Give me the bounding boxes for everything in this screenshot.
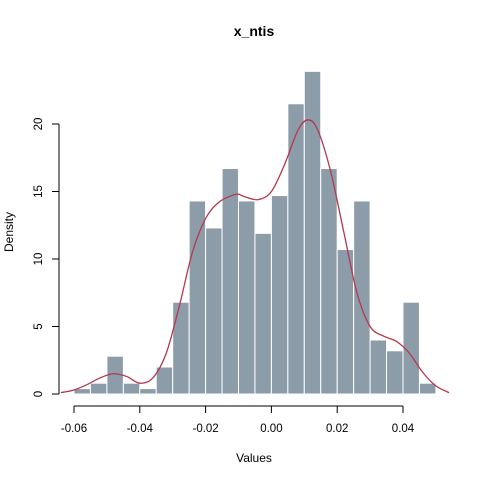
y-tick-label: 0 [33, 391, 45, 397]
histogram-bar-6 [172, 301, 190, 395]
histogram-bar-8 [205, 227, 223, 395]
x-tick-label: 0.02 [326, 423, 348, 435]
x-tick-label: 0.00 [260, 423, 282, 435]
density-curve [60, 119, 450, 394]
y-tick-label: 5 [33, 323, 45, 329]
y-tick-label: 20 [33, 118, 45, 131]
histogram-bar-16 [336, 249, 355, 395]
histogram-bar-17 [353, 200, 371, 395]
histogram-bar-9 [221, 168, 240, 395]
y-tick-label: 10 [33, 253, 45, 266]
x-tick-label: -0.02 [192, 423, 218, 435]
histogram-bar-20 [402, 301, 420, 395]
x-tick-label: 0.04 [392, 423, 415, 435]
x-axis-label: Values [236, 451, 272, 465]
histogram-bar-15 [320, 168, 338, 395]
histogram-bar-11 [254, 232, 272, 395]
histogram-bar-18 [369, 339, 388, 395]
y-axis: 0 5 10 15 20 [33, 118, 60, 397]
histogram-bar-5 [155, 366, 174, 395]
histogram-bars [73, 70, 437, 395]
histogram-bar-13 [287, 103, 305, 395]
histogram-bar-19 [386, 350, 404, 395]
histogram-bar-12 [270, 195, 289, 395]
histogram-bar-3 [122, 382, 141, 395]
x-tick-label: -0.06 [61, 423, 87, 435]
y-axis-label: Density [2, 212, 16, 252]
histogram-bar-7 [188, 200, 207, 395]
chart-title: x_ntis [234, 23, 275, 39]
histogram-bar-10 [238, 200, 256, 395]
histogram-bar-1 [89, 382, 108, 395]
x-axis: -0.06 -0.04 -0.02 0.00 0.02 0.04 [61, 405, 415, 435]
x-tick-label: -0.04 [127, 423, 154, 435]
histogram-bar-21 [418, 382, 437, 395]
y-tick-label: 15 [33, 185, 45, 198]
histogram-bar-4 [139, 388, 157, 395]
